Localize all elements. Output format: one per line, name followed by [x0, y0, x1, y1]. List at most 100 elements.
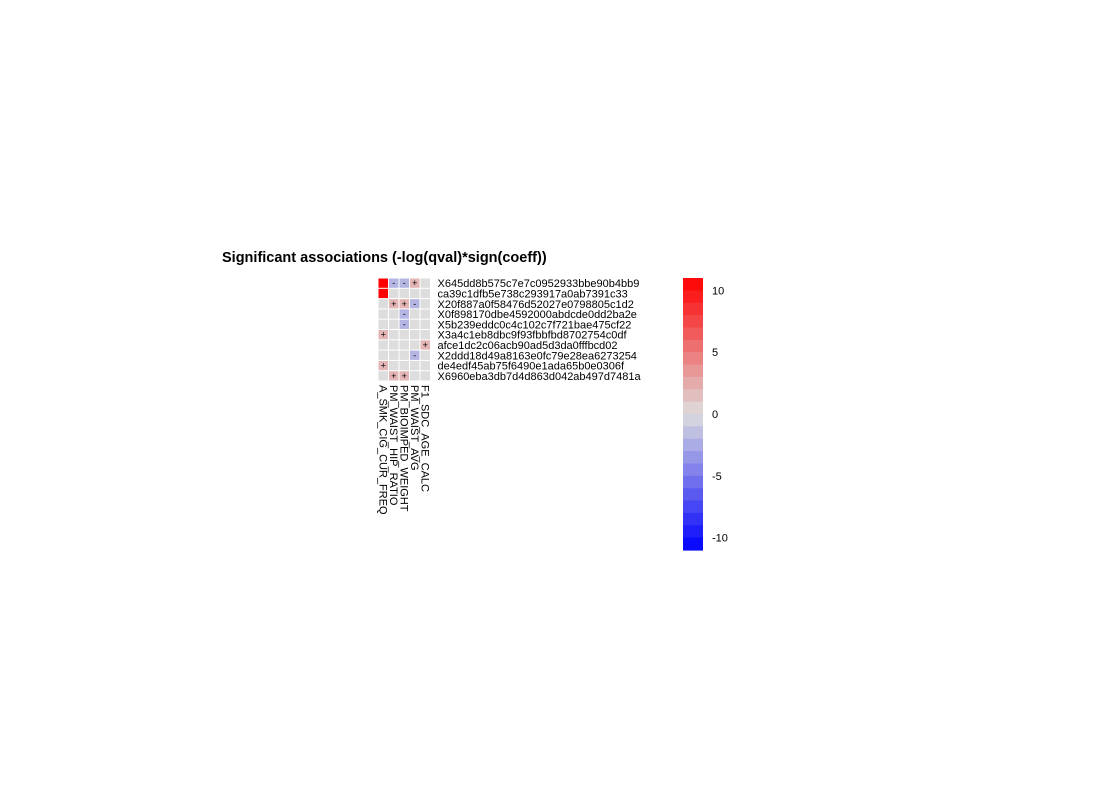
- heatmap-cell-marks: - - ++ + ---++-++ +: [381, 278, 428, 381]
- row-labels: X645dd8b575c7e7c0952933bbe90b4bb9ca39c1d…: [438, 278, 642, 383]
- legend-color-bin: [683, 376, 703, 390]
- heatmap-cell: [399, 371, 409, 381]
- legend-color-bin: [683, 327, 703, 341]
- row-label: ca39c1dfb5e738c293917a0ab7391c33: [438, 288, 628, 300]
- chart-title: Significant associations (-log(qval)*sig…: [222, 250, 547, 266]
- heatmap-cell: [389, 309, 399, 319]
- heatmap-cell-mark: -: [403, 278, 406, 288]
- heatmap-cell: [378, 360, 388, 371]
- heatmap-cell-mark: +: [381, 361, 386, 371]
- heatmap-cell: [410, 278, 420, 288]
- legend-color-bin: [683, 278, 703, 291]
- legend-color-bin: [683, 475, 703, 489]
- heatmap-cell-mark: -: [403, 309, 406, 319]
- heatmap-cell: [420, 360, 430, 371]
- heatmap-cell: [389, 278, 399, 288]
- heatmap-cell: [420, 340, 430, 350]
- heatmap-cell: [420, 288, 430, 299]
- row-label: X3a4c1eb8dbc9f93fbbfbd8702754c0df: [438, 330, 628, 342]
- heatmap-cell: [399, 340, 409, 350]
- legend-color-bin: [683, 451, 703, 465]
- heatmap-cell: [389, 319, 399, 329]
- row-label: X5b239eddc0c4c102c7f721bae475cf22: [438, 319, 632, 331]
- heatmap-cell-mark: +: [402, 299, 407, 309]
- heatmap-cell: [399, 350, 409, 360]
- heatmap-cell: [410, 350, 420, 360]
- legend-color-bin: [683, 414, 703, 427]
- heatmap-cell: [420, 299, 430, 309]
- legend-color-bin: [683, 339, 703, 353]
- heatmap-cell: [389, 350, 399, 360]
- heatmap-cell: [389, 371, 399, 381]
- row-label: afce1dc2c06acb90ad5d3da0fffbcd02: [438, 340, 618, 352]
- heatmap-cells: [378, 278, 430, 381]
- legend-color-bin: [683, 290, 703, 304]
- legend-tick-label: 10: [712, 285, 724, 297]
- heatmap-cell: [410, 288, 420, 299]
- heatmap-cell: [420, 309, 430, 319]
- heatmap-cell-mark: +: [402, 371, 407, 381]
- legend-tick-label: -5: [712, 471, 722, 483]
- heatmap-cell: [389, 340, 399, 350]
- heatmap-cell-mark: +: [412, 278, 417, 288]
- legend-color-bin: [683, 389, 703, 403]
- legend-tick-label: -10: [712, 533, 728, 545]
- heatmap-cell: [399, 360, 409, 371]
- heatmap-cell: [420, 371, 430, 381]
- legend-color-bin: [683, 488, 703, 502]
- heatmap-cell-mark: -: [403, 319, 406, 329]
- column-label: F1_SDC_AGE_CALC: [418, 385, 430, 492]
- legend-color-bin: [683, 426, 703, 440]
- row-label: X20f887a0f58476d52027e0798805c1d2: [438, 299, 634, 311]
- legend-tick-label: 5: [712, 347, 718, 359]
- heatmap-cell: [399, 309, 409, 319]
- legend-tick-label: 0: [712, 409, 718, 421]
- legend-color-bin: [683, 302, 703, 316]
- heatmap-cell: [420, 330, 430, 340]
- heatmap-cell: [389, 360, 399, 371]
- heatmap-cell: [378, 319, 388, 329]
- legend-color-bin: [683, 364, 703, 378]
- heatmap-cell-mark: -: [413, 299, 416, 309]
- heatmap-cell: [378, 278, 388, 288]
- heatmap-cell: [389, 288, 399, 299]
- row-label: X0f898170dbe4592000abdcde0dd2ba2e: [438, 309, 637, 321]
- color-legend-ticks: 10 5 0 -5 -10: [712, 285, 728, 544]
- legend-color-bin: [683, 401, 703, 415]
- heatmap-cell: [410, 340, 420, 350]
- heatmap-cell: [378, 371, 388, 381]
- column-labels: A_SMK_CIG_CUR_FREQPM_WAIST_HIP_RATIOPM_B…: [376, 385, 430, 515]
- row-label: X2ddd18d49a8163e0fc79e28ea6273254: [438, 350, 637, 362]
- heatmap-cell: [378, 288, 388, 299]
- legend-color-bin: [683, 438, 703, 452]
- row-label: X6960eba3db7d4d863d042ab497d7481a: [438, 371, 642, 383]
- heatmap-cell-mark: +: [381, 330, 386, 340]
- heatmap-cell: [410, 299, 420, 309]
- heatmap-cell: [389, 299, 399, 309]
- heatmap-cell: [399, 299, 409, 309]
- heatmap-cell: [410, 330, 420, 340]
- heatmap-cell: [410, 319, 420, 329]
- column-label: A_SMK_CIG_CUR_FREQ: [376, 385, 388, 515]
- column-label: PM_WAIST_HIP_RATIO: [387, 385, 399, 506]
- heatmap-cell-mark: -: [392, 278, 395, 288]
- heatmap-cell: [399, 330, 409, 340]
- heatmap-cell: [420, 350, 430, 360]
- legend-color-bin: [683, 525, 703, 539]
- legend-color-bin: [683, 512, 703, 526]
- heatmap-cell-mark: +: [391, 371, 396, 381]
- legend-color-bin: [683, 352, 703, 366]
- legend-color-bin: [683, 315, 703, 329]
- heatmap-cell: [410, 309, 420, 319]
- heatmap-cell: [420, 319, 430, 329]
- heatmap-cell: [389, 330, 399, 340]
- heatmap-cell-mark: +: [391, 299, 396, 309]
- legend-color-bin: [683, 500, 703, 514]
- heatmap-cell: [378, 309, 388, 319]
- heatmap-cell: [378, 330, 388, 340]
- row-label: de4edf45ab75f6490e1ada65b0e0306f: [438, 361, 626, 373]
- column-label: PM_BIOIMPED_WEIGHT: [397, 385, 409, 512]
- heatmap-cell: [399, 319, 409, 329]
- heatmap-cell: [420, 278, 430, 288]
